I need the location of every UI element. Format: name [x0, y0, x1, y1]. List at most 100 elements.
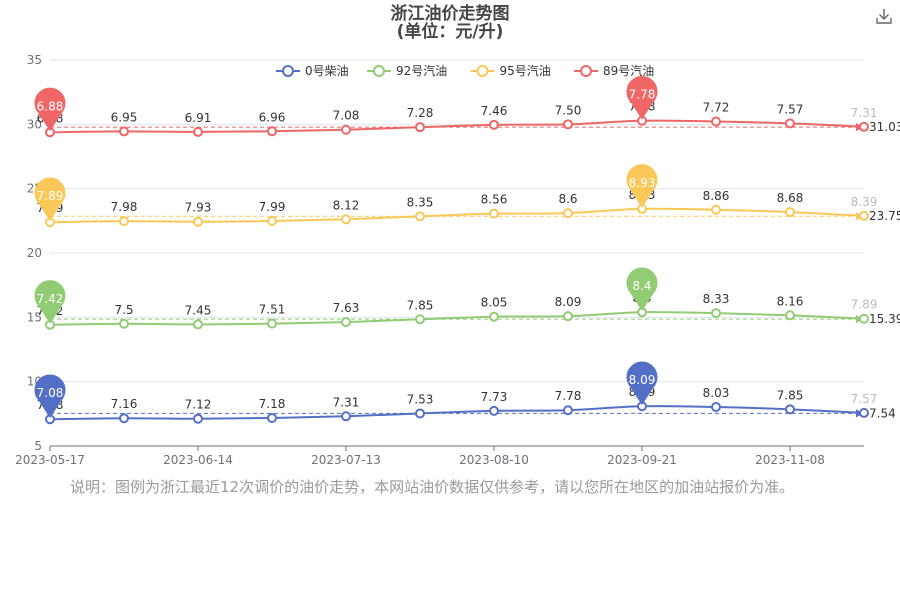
data-point: [267, 215, 277, 226]
min-pin: [34, 177, 66, 222]
data-label: 6.91: [185, 111, 212, 125]
data-label: 7.31: [333, 395, 360, 409]
data-label: 8.86: [703, 189, 730, 203]
data-point: [415, 122, 425, 133]
max-pin: [626, 267, 658, 312]
data-label: 6.96: [259, 110, 286, 124]
data-label: 8.56: [481, 193, 508, 207]
max-pin: [626, 361, 658, 406]
legend-label: 89号汽油: [603, 63, 654, 78]
data-point: [785, 207, 795, 218]
data-point: [563, 119, 573, 130]
max-pin-label: 8.09: [629, 373, 656, 387]
data-point: [119, 318, 129, 329]
data-label: 8.6: [558, 192, 577, 206]
average-label: 7.54: [869, 406, 896, 420]
data-point: [341, 317, 351, 328]
legend-label: 0号柴油: [305, 64, 349, 78]
data-label: 7.57: [851, 392, 878, 406]
y-tick-label: 15: [27, 310, 42, 324]
data-point: [415, 314, 425, 325]
data-label: 8.03: [703, 386, 730, 400]
data-point: [785, 404, 795, 415]
data-point: [267, 126, 277, 137]
x-tick-label: 2023-07-13: [311, 453, 381, 467]
data-point: [267, 412, 277, 423]
data-label: 8.39: [851, 195, 878, 209]
chart-note: 说明：图例为浙江最近12次调价的油价走势，本网站油价数据仅供参考，请以您所在地区…: [70, 478, 795, 496]
data-label: 8.68: [777, 191, 804, 205]
data-point: [193, 413, 203, 424]
data-point: [415, 408, 425, 419]
series-line: [49, 119, 865, 134]
data-label: 7.16: [111, 397, 138, 411]
legend-label: 95号汽油: [500, 63, 551, 78]
data-label: 8.33: [703, 292, 730, 306]
data-point: [193, 126, 203, 137]
data-label: 7.73: [481, 390, 508, 404]
data-point: [489, 119, 499, 130]
min-pin-label: 7.08: [37, 386, 64, 400]
data-point: [563, 311, 573, 322]
data-point: [711, 204, 721, 215]
max-pin-label: 8.4: [632, 279, 651, 293]
x-tick-label: 2023-05-17: [15, 453, 85, 467]
average-label: 31.03: [869, 120, 900, 134]
x-tick-label: 2023-11-08: [755, 453, 825, 467]
data-point: [489, 405, 499, 416]
data-point: [415, 211, 425, 222]
data-label: 7.85: [777, 388, 804, 402]
data-point: [859, 210, 869, 221]
legend-label: 92号汽油: [396, 63, 447, 78]
data-label: 8.09: [555, 295, 582, 309]
data-label: 7.85: [407, 298, 434, 312]
max-pin: [626, 164, 658, 208]
data-point: [119, 413, 129, 424]
data-label: 7.51: [259, 303, 286, 317]
data-label: 7.72: [703, 101, 730, 115]
data-point: [859, 313, 869, 324]
data-point: [563, 405, 573, 416]
data-point: [711, 402, 721, 413]
data-label: 8.12: [333, 198, 360, 212]
y-tick-label: 30: [27, 117, 42, 131]
max-pin-label: 8.93: [629, 176, 656, 190]
series-line: [49, 207, 865, 224]
min-pin-label: 7.89: [37, 189, 64, 203]
data-label: 8.16: [777, 294, 804, 308]
data-point: [489, 208, 499, 219]
min-pin: [34, 87, 66, 132]
data-point: [193, 216, 203, 227]
data-label: 7.57: [777, 102, 804, 116]
data-label: 7.31: [851, 106, 878, 120]
data-label: 8.05: [481, 296, 508, 310]
data-point: [563, 208, 573, 219]
data-label: 6.95: [111, 110, 138, 124]
data-label: 7.53: [407, 392, 434, 406]
chart-subtitle: (单位：元/升): [396, 22, 504, 42]
data-label: 7.63: [333, 301, 360, 315]
data-point: [711, 308, 721, 319]
download-icon[interactable]: [874, 6, 894, 26]
data-point: [341, 124, 351, 135]
average-label: 23.75: [869, 209, 900, 223]
data-label: 8.35: [407, 195, 434, 209]
data-label: 7.28: [407, 106, 434, 120]
legend-marker: [373, 65, 385, 77]
y-tick-label: 35: [27, 53, 42, 67]
data-point: [267, 318, 277, 329]
legend-marker: [580, 65, 592, 77]
min-pin-label: 7.42: [37, 292, 64, 306]
data-label: 7.46: [481, 104, 508, 118]
data-point: [119, 126, 129, 137]
data-point: [119, 216, 129, 227]
min-pin-label: 6.88: [37, 99, 64, 113]
data-point: [489, 311, 499, 322]
data-label: 7.99: [259, 200, 286, 214]
chart-title: 浙江油价走势图: [390, 4, 510, 24]
data-point: [341, 214, 351, 225]
data-label: 7.5: [114, 303, 133, 317]
data-label: 7.50: [555, 103, 582, 117]
data-label: 7.18: [259, 397, 286, 411]
